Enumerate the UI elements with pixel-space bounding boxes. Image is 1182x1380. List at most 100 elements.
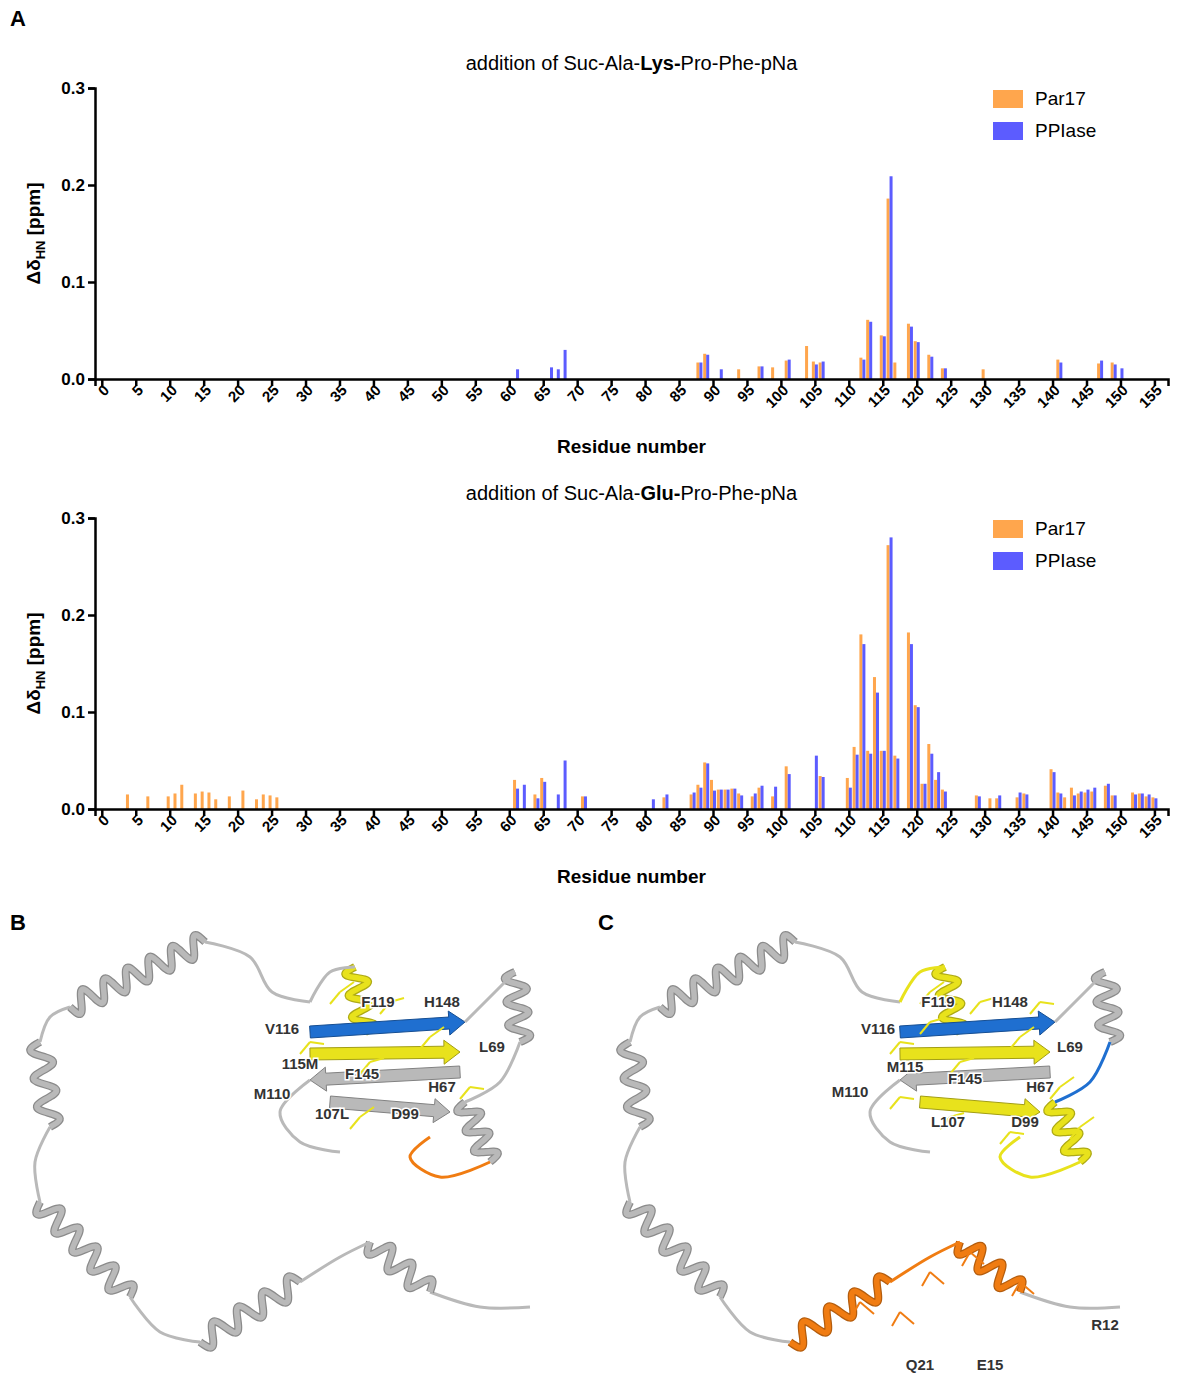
legend-label: PPIase: [1035, 550, 1096, 571]
bar: [887, 199, 890, 379]
bar: [696, 363, 699, 379]
title-part: pNa: [761, 52, 799, 74]
tick: 100: [762, 809, 792, 841]
coil: [430, 1292, 530, 1308]
tick-label: 40: [360, 811, 384, 835]
bar: [1100, 361, 1103, 379]
tick: 35: [326, 379, 350, 405]
chart-title: addition of Suc-Ala-Lys-Pro-Phe-pNa: [466, 52, 799, 74]
bar: [1090, 792, 1093, 809]
bar: [533, 794, 536, 809]
tick: 125: [932, 809, 962, 841]
tick-mark: [88, 808, 95, 811]
bar: [737, 369, 740, 379]
tick: 150: [1101, 809, 1131, 841]
strand: [310, 1011, 465, 1038]
chart-title: addition of Suc-Ala-Glu-Pro-Phe-pNa: [466, 482, 798, 504]
bar: [564, 350, 567, 379]
tick: 85: [666, 379, 690, 405]
residue-label: D99: [1011, 1113, 1039, 1130]
bar: [917, 707, 920, 809]
bar: [1016, 797, 1019, 809]
bar: [944, 792, 947, 809]
tick-label: 0: [94, 811, 112, 829]
side-chain: [930, 982, 944, 992]
tick: 20: [224, 379, 248, 405]
tick-label: 105: [796, 811, 826, 841]
residue-label: F145: [948, 1070, 982, 1087]
tick-label: 125: [932, 811, 962, 841]
bar: [893, 756, 896, 809]
residue-label: 107L: [315, 1105, 349, 1122]
tick-label: 55: [462, 381, 486, 405]
side-chain: [370, 1058, 384, 1062]
structure: F119H148V116L69115MF145H67M110107LD99: [30, 935, 530, 1348]
bar: [1104, 786, 1107, 809]
bar: [1059, 363, 1062, 379]
side-chain: [1070, 1127, 1080, 1139]
tick: 20: [224, 809, 248, 835]
bar: [173, 793, 176, 809]
bar: [584, 796, 587, 809]
side-chain: [890, 1097, 900, 1109]
tick: 110: [830, 809, 859, 840]
tick-label: 105: [796, 381, 826, 411]
legend-swatch: [993, 122, 1023, 140]
residue-label: M110: [254, 1085, 291, 1102]
tick: 5: [128, 379, 146, 399]
tick: 110: [830, 379, 859, 410]
helix: [660, 935, 795, 1014]
side-chain: [852, 1302, 860, 1316]
title-part: Lys-: [640, 52, 680, 74]
side-chain: [420, 1037, 430, 1049]
helix: [36, 1202, 134, 1297]
tick-mark: [88, 281, 95, 284]
tick: 60: [496, 809, 520, 835]
bar: [720, 790, 723, 809]
tick: 0: [94, 379, 112, 399]
coil: [310, 967, 355, 1002]
side-chain: [1060, 1077, 1074, 1087]
tick-label: 70: [564, 381, 588, 405]
bar: [771, 796, 774, 809]
helix: [957, 1242, 1022, 1292]
bar: [214, 799, 217, 809]
side-chain: [922, 1272, 930, 1286]
tick: 155: [1135, 809, 1165, 841]
bar: [703, 762, 706, 809]
coil: [870, 1080, 930, 1152]
coil: [1055, 972, 1105, 1022]
bar: [1138, 793, 1141, 809]
tick-label: 45: [394, 811, 418, 835]
chart: addition of Suc-Ala-Lys-Pro-Phe-pNa0.00.…: [23, 52, 1169, 457]
bar: [1114, 795, 1117, 809]
bar: [207, 793, 210, 809]
bar: [1084, 793, 1087, 809]
helix: [790, 1276, 890, 1348]
tick-label: 65: [530, 381, 554, 405]
bar: [557, 794, 560, 809]
bar: [255, 799, 258, 809]
tick: 120: [898, 379, 928, 411]
bars: [516, 176, 1123, 379]
title-part: Phe-: [718, 52, 760, 74]
tick: 55: [462, 809, 486, 835]
tick: 125: [932, 379, 962, 411]
side-chain: [900, 1312, 914, 1324]
x-axis: 0510152025303540455055606570758085909510…: [94, 379, 1168, 411]
bar: [887, 545, 890, 809]
side-chain: [920, 1022, 930, 1034]
tick: 140: [1033, 809, 1063, 841]
tick-label: 115: [864, 811, 893, 840]
y-title-part: [ppm]: [23, 612, 44, 670]
helix: [660, 935, 795, 1014]
tick-label: 0.3: [61, 509, 85, 528]
tick: 95: [734, 809, 758, 835]
tick: 65: [530, 379, 554, 405]
tick-label: 75: [598, 381, 622, 405]
tick-label: 30: [292, 381, 316, 405]
tick: 5: [128, 809, 146, 829]
tick-label: 20: [224, 811, 248, 835]
helix: [200, 1276, 300, 1348]
tick: 150: [1101, 379, 1131, 411]
